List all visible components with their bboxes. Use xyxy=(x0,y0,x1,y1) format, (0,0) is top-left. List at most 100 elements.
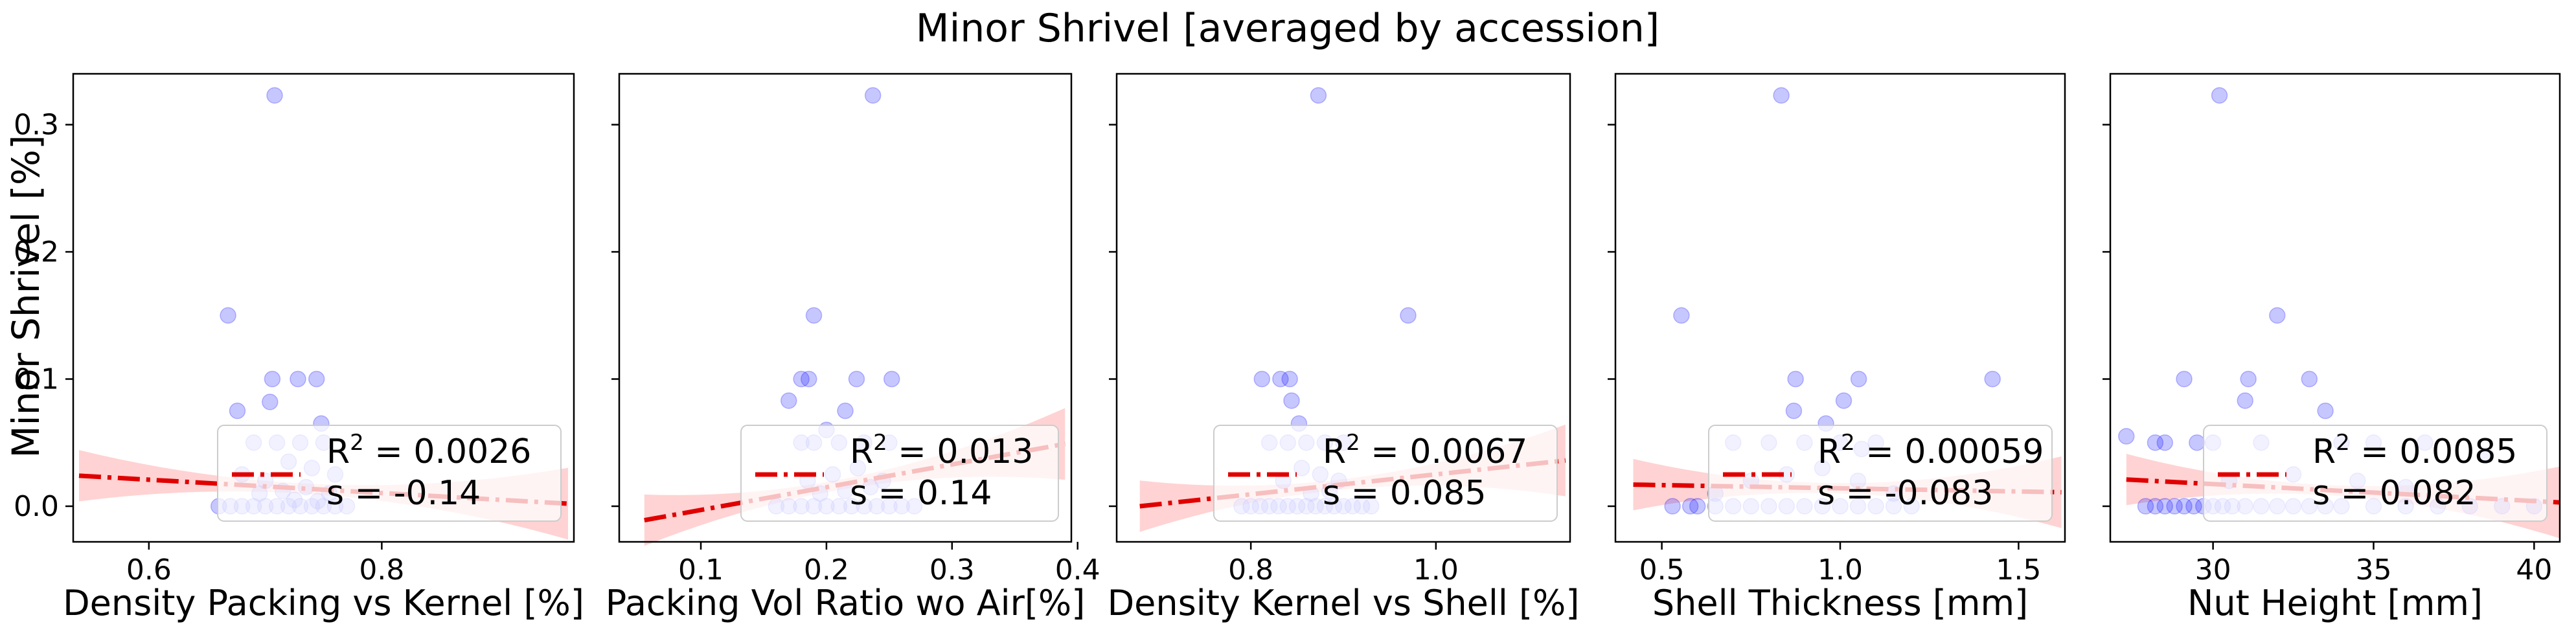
data-point xyxy=(1673,307,1690,324)
legend-s-symbol: s xyxy=(2312,474,2341,513)
x-tick-label: 0.2 xyxy=(804,553,849,587)
legend-box xyxy=(2203,425,2548,522)
axes-frame xyxy=(1115,73,1571,543)
legend-s-symbol: s xyxy=(1818,474,1846,513)
x-axis-label: Packing Vol Ratio wo Air[%] xyxy=(606,583,1086,623)
legend-r2-label: R2 = 0.0085 xyxy=(2312,430,2517,471)
legend-r2-superscript: 2 xyxy=(873,430,887,456)
data-point xyxy=(1689,498,1706,515)
data-point xyxy=(1664,498,1681,515)
data-point xyxy=(1310,87,1327,104)
data-point xyxy=(2176,370,2193,388)
legend-s-symbol: s xyxy=(326,474,355,513)
x-tick-label: 1.5 xyxy=(1996,553,2041,587)
data-point xyxy=(308,370,325,388)
axes-frame xyxy=(72,73,575,543)
legend-r2-superscript: 2 xyxy=(350,430,364,456)
legend-s-label: s = -0.083 xyxy=(1818,474,1993,513)
legend-r2-value: = 0.013 xyxy=(887,432,1034,471)
legend-r2-value: = 0.0026 xyxy=(364,432,532,471)
x-tick-label: 30 xyxy=(2195,553,2231,587)
y-tick-label: 0.3 xyxy=(14,109,59,142)
data-point xyxy=(864,87,882,104)
legend-s-value: = 0.085 xyxy=(1351,474,1487,513)
x-tick-label: 0.6 xyxy=(126,553,172,587)
data-point xyxy=(220,307,236,324)
y-axis-label: Minor Shrivel [%] xyxy=(4,135,48,458)
legend-r-symbol: R xyxy=(2312,432,2336,471)
legend-s-symbol: s xyxy=(850,474,878,513)
data-point xyxy=(1681,498,1699,515)
data-point xyxy=(1253,370,1271,388)
data-point xyxy=(2118,428,2135,445)
y-tick-label: 0.2 xyxy=(14,236,59,269)
data-point xyxy=(1835,392,1852,409)
data-point xyxy=(2147,434,2164,451)
data-point xyxy=(2137,498,2154,515)
data-point xyxy=(2189,434,2206,451)
y-tick-label: 0.1 xyxy=(14,363,59,396)
x-tick-label: 40 xyxy=(2516,553,2552,587)
x-tick-label: 0.8 xyxy=(359,553,404,587)
data-point xyxy=(883,370,900,388)
data-point xyxy=(2166,498,2183,515)
data-point xyxy=(1773,87,1790,104)
x-axis-label: Density Packing vs Kernel [%] xyxy=(63,583,584,623)
legend-s-label: s = -0.14 xyxy=(326,474,481,513)
data-point xyxy=(2240,370,2257,388)
data-point xyxy=(793,370,810,388)
legend-r-symbol: R xyxy=(850,432,873,471)
legend-box xyxy=(1708,425,2053,522)
data-point xyxy=(1281,370,1298,388)
legend-box xyxy=(740,425,1059,522)
legend-s-value: = 0.082 xyxy=(2341,474,2476,513)
data-point xyxy=(848,370,865,388)
x-tick-label: 0.3 xyxy=(929,553,975,587)
legend-s-label: s = 0.14 xyxy=(850,474,992,513)
data-point xyxy=(2317,402,2334,419)
data-point xyxy=(1850,370,1867,388)
data-point xyxy=(2301,370,2318,388)
x-axis-label: Shell Thickness [mm] xyxy=(1652,583,2028,623)
data-point xyxy=(2176,498,2193,515)
legend-r2-value: = 0.0067 xyxy=(1360,432,1528,471)
data-point xyxy=(837,402,854,419)
legend-r2-label: R2 = 0.00059 xyxy=(1818,430,2044,471)
data-point xyxy=(805,307,823,324)
axes-frame xyxy=(618,73,1073,543)
legend-r2-label: R2 = 0.0026 xyxy=(326,430,531,471)
data-point xyxy=(2185,498,2202,515)
data-point xyxy=(1984,370,2001,388)
data-point xyxy=(290,370,306,388)
legend-box xyxy=(217,425,562,522)
x-tick-label: 1.0 xyxy=(1413,553,1459,587)
x-tick-label: 0.4 xyxy=(1055,553,1100,587)
legend-s-label: s = 0.085 xyxy=(1323,474,1487,513)
legend-r2-superscript: 2 xyxy=(1346,430,1360,456)
legend-r-symbol: R xyxy=(326,432,350,471)
legend-box xyxy=(1213,425,1558,522)
legend-r2-label: R2 = 0.013 xyxy=(850,430,1033,471)
legend-r2-value: = 0.00059 xyxy=(1855,432,2044,471)
figure-title: Minor Shrivel [averaged by accession] xyxy=(916,6,1659,51)
x-tick-label: 0.1 xyxy=(678,553,724,587)
y-tick-label: 0.0 xyxy=(14,490,59,523)
legend-s-symbol: s xyxy=(1323,474,1351,513)
data-point xyxy=(1283,392,1300,409)
x-tick-label: 0.8 xyxy=(1228,553,1273,587)
data-point xyxy=(801,370,817,388)
legend-s-value: = -0.14 xyxy=(355,474,481,513)
data-point xyxy=(229,402,246,419)
data-point xyxy=(2211,87,2228,104)
data-point xyxy=(1785,402,1803,419)
axes-frame xyxy=(2109,73,2561,543)
legend-r2-superscript: 2 xyxy=(2336,430,2350,456)
data-point xyxy=(264,370,281,388)
